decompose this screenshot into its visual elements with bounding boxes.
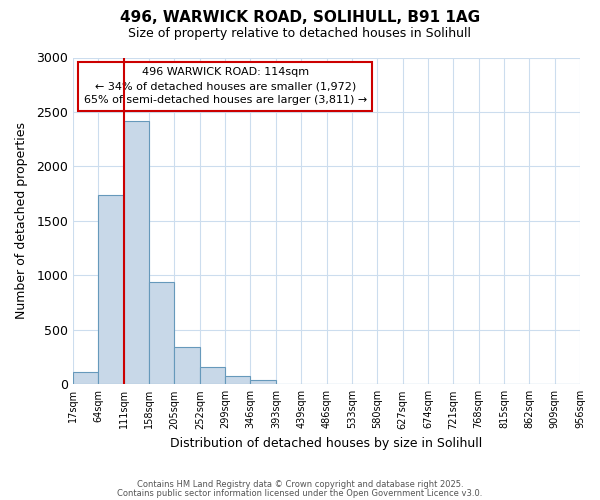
Text: 496, WARWICK ROAD, SOLIHULL, B91 1AG: 496, WARWICK ROAD, SOLIHULL, B91 1AG bbox=[120, 10, 480, 25]
Text: Size of property relative to detached houses in Solihull: Size of property relative to detached ho… bbox=[128, 28, 472, 40]
Bar bbox=[175, 348, 200, 385]
Bar bbox=[149, 282, 175, 384]
Text: Contains HM Land Registry data © Crown copyright and database right 2025.: Contains HM Land Registry data © Crown c… bbox=[137, 480, 463, 489]
Y-axis label: Number of detached properties: Number of detached properties bbox=[15, 122, 28, 320]
Bar bbox=[124, 120, 149, 384]
Bar bbox=[200, 368, 225, 384]
Bar bbox=[73, 372, 98, 384]
Text: Contains public sector information licensed under the Open Government Licence v3: Contains public sector information licen… bbox=[118, 488, 482, 498]
Bar bbox=[98, 195, 124, 384]
X-axis label: Distribution of detached houses by size in Solihull: Distribution of detached houses by size … bbox=[170, 437, 482, 450]
Bar bbox=[225, 376, 250, 384]
Bar bbox=[250, 380, 276, 384]
Text: 496 WARWICK ROAD: 114sqm
← 34% of detached houses are smaller (1,972)
65% of sem: 496 WARWICK ROAD: 114sqm ← 34% of detach… bbox=[83, 68, 367, 106]
